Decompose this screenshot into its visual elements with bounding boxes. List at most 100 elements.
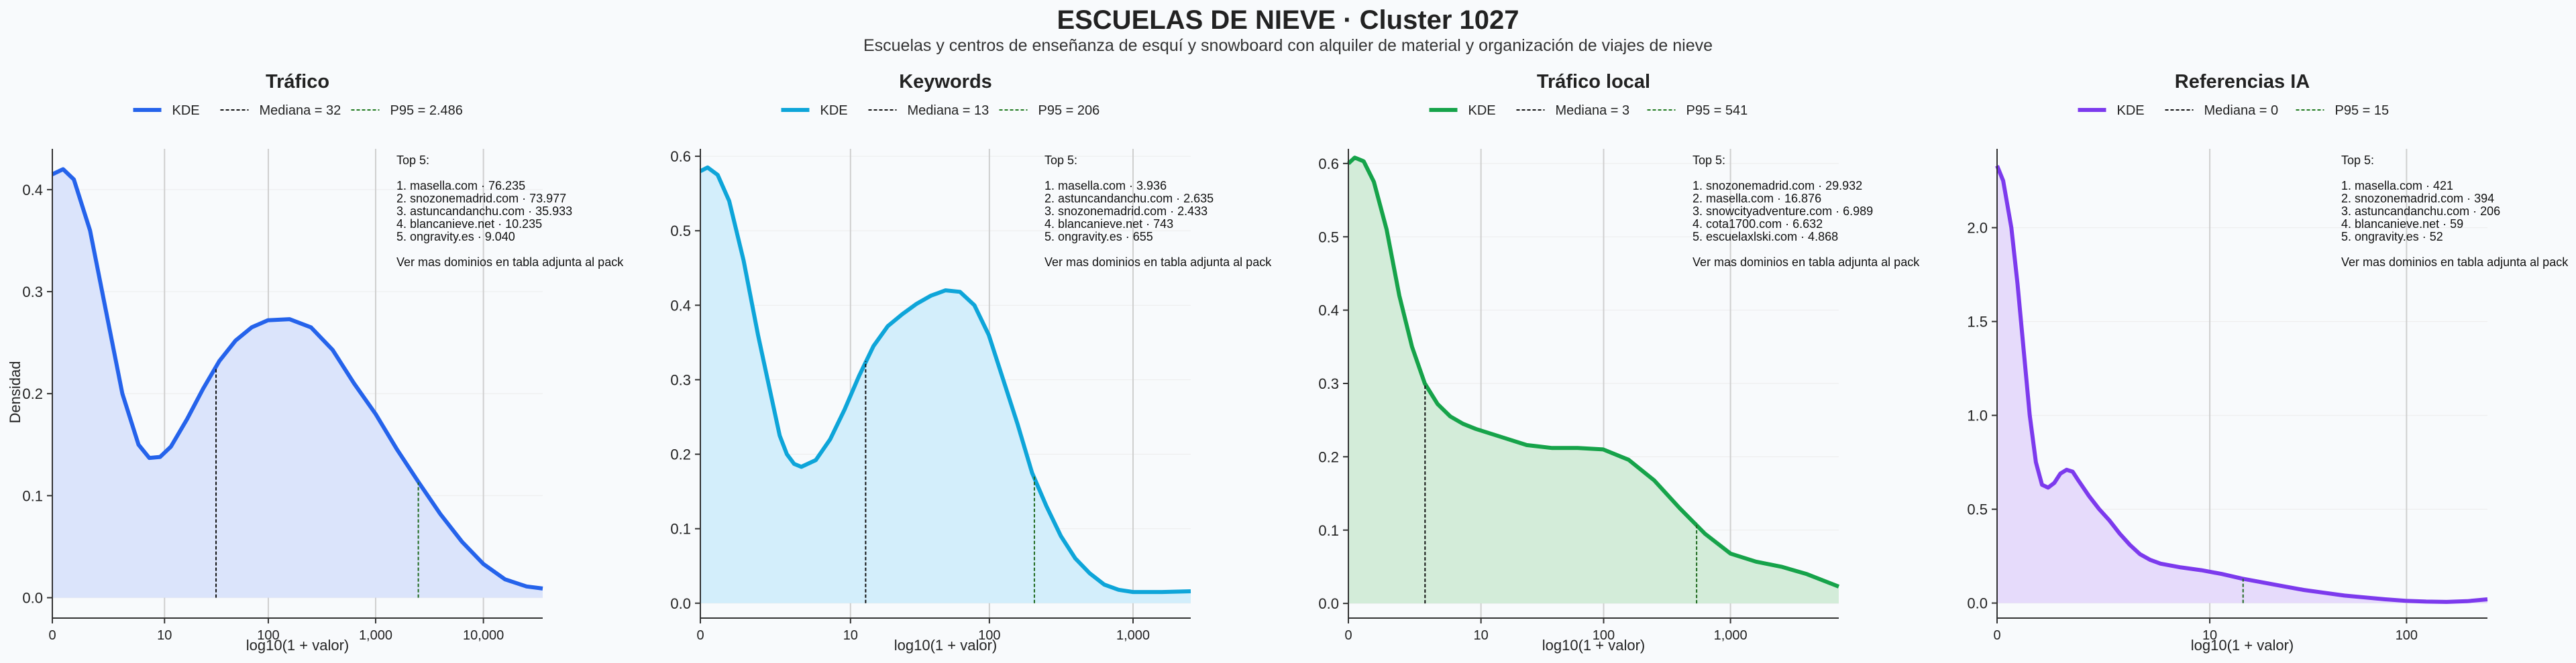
- x-tick-label: 10: [843, 628, 858, 643]
- top5-item: 1. snozonemadrid.com · 29.932: [1693, 179, 1862, 192]
- top5-more-note: Ver mas dominios en tabla adjunta al pac…: [1693, 255, 1920, 269]
- x-tick-label: 1,000: [359, 628, 392, 643]
- legend-kde-label: KDE: [172, 103, 200, 118]
- top5-item: 4. blancanieve.net · 743: [1044, 217, 1173, 231]
- y-tick-label: 0.5: [1967, 501, 1988, 518]
- x-tick-label: 100: [1593, 628, 1615, 643]
- legend-median-label: Mediana = 13: [908, 103, 989, 118]
- legend-p95-label: P95 = 15: [2335, 103, 2390, 118]
- panel-title: Tráfico: [266, 71, 329, 93]
- top5-more-note: Ver mas dominios en tabla adjunta al pac…: [1044, 255, 1272, 269]
- chart-panel-1: Tráfico KDE Mediana = 32 P95 = 2.486 0.0 0.1 0…: [22, 71, 624, 654]
- y-tick-label: 0.3: [670, 371, 691, 388]
- legend-kde-label: KDE: [1468, 103, 1496, 118]
- page-subtitle: Escuelas y centros de enseñanza de esquí…: [863, 36, 1713, 55]
- x-tick-label: 10: [1474, 628, 1489, 643]
- x-tick-label: 1,000: [1116, 628, 1150, 643]
- top5-item: 1. masella.com · 3.936: [1044, 179, 1167, 192]
- y-tick-label: 0.0: [670, 595, 691, 612]
- top5-title: Top 5:: [396, 154, 429, 167]
- y-tick-label: 0.1: [670, 521, 691, 538]
- y-tick-label: 0.4: [670, 297, 691, 314]
- top5-item: 4. blancanieve.net · 10.235: [396, 217, 542, 231]
- legend: KDE Mediana = 32 P95 = 2.486: [133, 103, 463, 118]
- top5-title: Top 5:: [1693, 154, 1725, 167]
- x-tick-label: 10,000: [463, 628, 504, 643]
- legend-median-label: Mediana = 0: [2204, 103, 2279, 118]
- kde-curve: [699, 165, 1191, 595]
- x-tick-label: 10: [157, 628, 172, 643]
- kde-area: [1997, 166, 2487, 603]
- top5-item: 2. astuncandanchu.com · 2.635: [1044, 192, 1214, 205]
- y-tick-label: 0.0: [22, 590, 43, 607]
- x-axis-label: log10(1 + valor): [1542, 637, 1645, 654]
- x-tick-label: 100: [257, 628, 279, 643]
- kde-area: [52, 169, 543, 598]
- top5-item: 1. masella.com · 421: [2341, 179, 2453, 192]
- top5-item: 4. blancanieve.net · 59: [2341, 217, 2463, 231]
- x-axis-label: log10(1 + valor): [246, 637, 349, 654]
- legend: KDE Mediana = 13 P95 = 206: [781, 103, 1100, 118]
- y-tick-label: 0.5: [1318, 229, 1339, 245]
- top5-item: 2. snozonemadrid.com · 394: [2341, 192, 2494, 205]
- top5-item: 5. ongravity.es · 52: [2341, 230, 2443, 243]
- legend-median-label: Mediana = 3: [1556, 103, 1630, 118]
- y-tick-label: 0.2: [670, 446, 691, 463]
- kde-area: [1348, 158, 1839, 604]
- y-tick-label: 0.5: [670, 223, 691, 239]
- chart-panel-4: Referencias IA KDE Mediana = 0 P95 = 15 0.0 0…: [1967, 71, 2569, 654]
- x-tick-label: 0: [1344, 628, 1352, 643]
- top5-item: 2. snozonemadrid.com · 73.977: [396, 192, 566, 205]
- x-tick-label: 0: [48, 628, 56, 643]
- kde-curve: [1995, 165, 2488, 604]
- legend-kde-label: KDE: [2117, 103, 2145, 118]
- top5-more-note: Ver mas dominios en tabla adjunta al pac…: [2341, 255, 2569, 269]
- y-tick-label: 0.2: [1318, 448, 1339, 465]
- y-tick-label: 0.4: [1318, 302, 1339, 319]
- y-tick-label: 1.5: [1967, 314, 1988, 330]
- x-tick-label: 1,000: [1714, 628, 1748, 643]
- y-tick-label: 0.1: [22, 487, 43, 504]
- x-tick-label: 0: [1993, 628, 2000, 643]
- y-tick-label: 0.0: [1967, 595, 1988, 612]
- top5-item: 3. astuncandanchu.com · 35.933: [396, 204, 572, 218]
- x-tick-label: 100: [2396, 628, 2418, 643]
- x-tick-label: 10: [2202, 628, 2217, 643]
- kde-area: [700, 167, 1191, 603]
- panel-title: Keywords: [899, 71, 992, 93]
- y-tick-label: 0.6: [670, 148, 691, 165]
- page-title: ESCUELAS DE NIEVE · Cluster 1027: [1057, 5, 1519, 35]
- kde-curve: [1346, 156, 1840, 589]
- top5-item: 3. astuncandanchu.com · 206: [2341, 204, 2500, 218]
- y-tick-label: 0.3: [22, 284, 43, 300]
- top5-title: Top 5:: [2341, 154, 2374, 167]
- top5-item: 5. escuelaxlski.com · 4.868: [1693, 230, 1838, 243]
- legend: KDE Mediana = 3 P95 = 541: [1429, 103, 1748, 118]
- legend-p95-label: P95 = 206: [1038, 103, 1100, 118]
- y-tick-label: 0.0: [1318, 595, 1339, 612]
- y-axis-label: Densidad: [7, 361, 23, 424]
- top5-more-note: Ver mas dominios en tabla adjunta al pac…: [396, 255, 624, 269]
- kde-curve: [51, 167, 543, 591]
- y-tick-label: 2.0: [1967, 220, 1988, 237]
- y-tick-label: 0.4: [22, 182, 43, 198]
- panel-title: Referencias IA: [2175, 71, 2310, 93]
- chart-panel-2: Keywords KDE Mediana = 13 P95 = 206 0.0 0.1 0.…: [670, 71, 1272, 654]
- legend-p95-label: P95 = 2.486: [390, 103, 463, 118]
- legend: KDE Mediana = 0 P95 = 15: [2078, 103, 2390, 118]
- y-tick-label: 0.3: [1318, 375, 1339, 392]
- top5-item: 5. ongravity.es · 9.040: [396, 230, 515, 243]
- y-tick-label: 0.1: [1318, 522, 1339, 539]
- top5-item: 1. masella.com · 76.235: [396, 179, 525, 192]
- top5-item: 2. masella.com · 16.876: [1693, 192, 1821, 205]
- x-axis-label: log10(1 + valor): [2191, 637, 2294, 654]
- y-tick-label: 0.6: [1318, 156, 1339, 172]
- y-tick-label: 0.2: [22, 385, 43, 402]
- top5-item: 3. snowcityadventure.com · 6.989: [1693, 204, 1873, 218]
- legend-p95-label: P95 = 541: [1686, 103, 1748, 118]
- panel-title: Tráfico local: [1537, 71, 1650, 93]
- top5-item: 4. cota1700.com · 6.632: [1693, 217, 1823, 231]
- legend-kde-label: KDE: [820, 103, 848, 118]
- x-axis-label: log10(1 + valor): [894, 637, 997, 654]
